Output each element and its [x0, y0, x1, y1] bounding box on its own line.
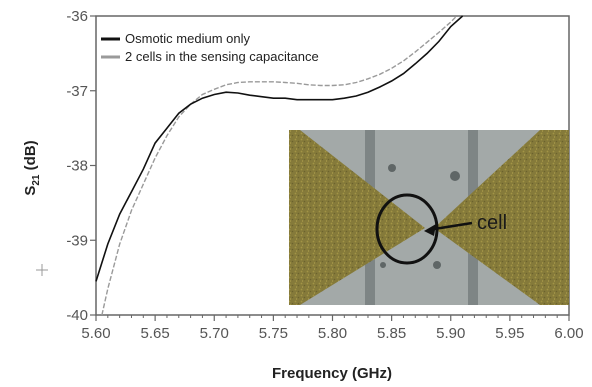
x-tick-label: 5.75: [259, 325, 288, 342]
inset-micrograph: cell: [289, 130, 569, 305]
x-tick-label: 5.85: [377, 325, 406, 342]
x-tick-label: 5.80: [318, 325, 347, 342]
x-tick-label: 5.95: [495, 325, 524, 342]
y-tick-label: -40: [66, 307, 88, 324]
y-axis: -36 -37 -38 -39 -40: [66, 8, 96, 324]
series-2-cells-line: [101, 15, 458, 316]
legend-label-osmotic: Osmotic medium only: [125, 31, 250, 46]
y-tick-label: -39: [66, 232, 88, 249]
x-tick-label: 5.60: [81, 325, 110, 342]
x-tick-label: 5.70: [200, 325, 229, 342]
x-axis-title: Frequency (GHz): [272, 365, 392, 382]
y-tick-label: -36: [66, 8, 88, 25]
arrow-head-icon: [424, 224, 436, 236]
x-axis: 5.60 5.65 5.70 5.75 5.80 5.85 5.90 5.95 6.00: [81, 315, 584, 342]
y-tick-label: -37: [66, 83, 88, 100]
y-tick-label: -38: [66, 158, 88, 175]
cell-annotation: cell: [477, 212, 507, 234]
series-osmotic-line: [95, 15, 464, 282]
legend: Osmotic medium only 2 cells in the sensi…: [101, 31, 319, 64]
y-axis-title: S21 (dB): [22, 140, 42, 195]
arrow-line: [427, 221, 473, 232]
crosshair-icon: [36, 264, 48, 276]
x-tick-label: 5.65: [141, 325, 170, 342]
x-tick-label: 6.00: [554, 325, 583, 342]
right-electrode: [434, 130, 569, 305]
x-tick-label: 5.90: [436, 325, 465, 342]
legend-label-2-cells: 2 cells in the sensing capacitance: [125, 49, 319, 64]
left-electrode: [289, 130, 425, 305]
